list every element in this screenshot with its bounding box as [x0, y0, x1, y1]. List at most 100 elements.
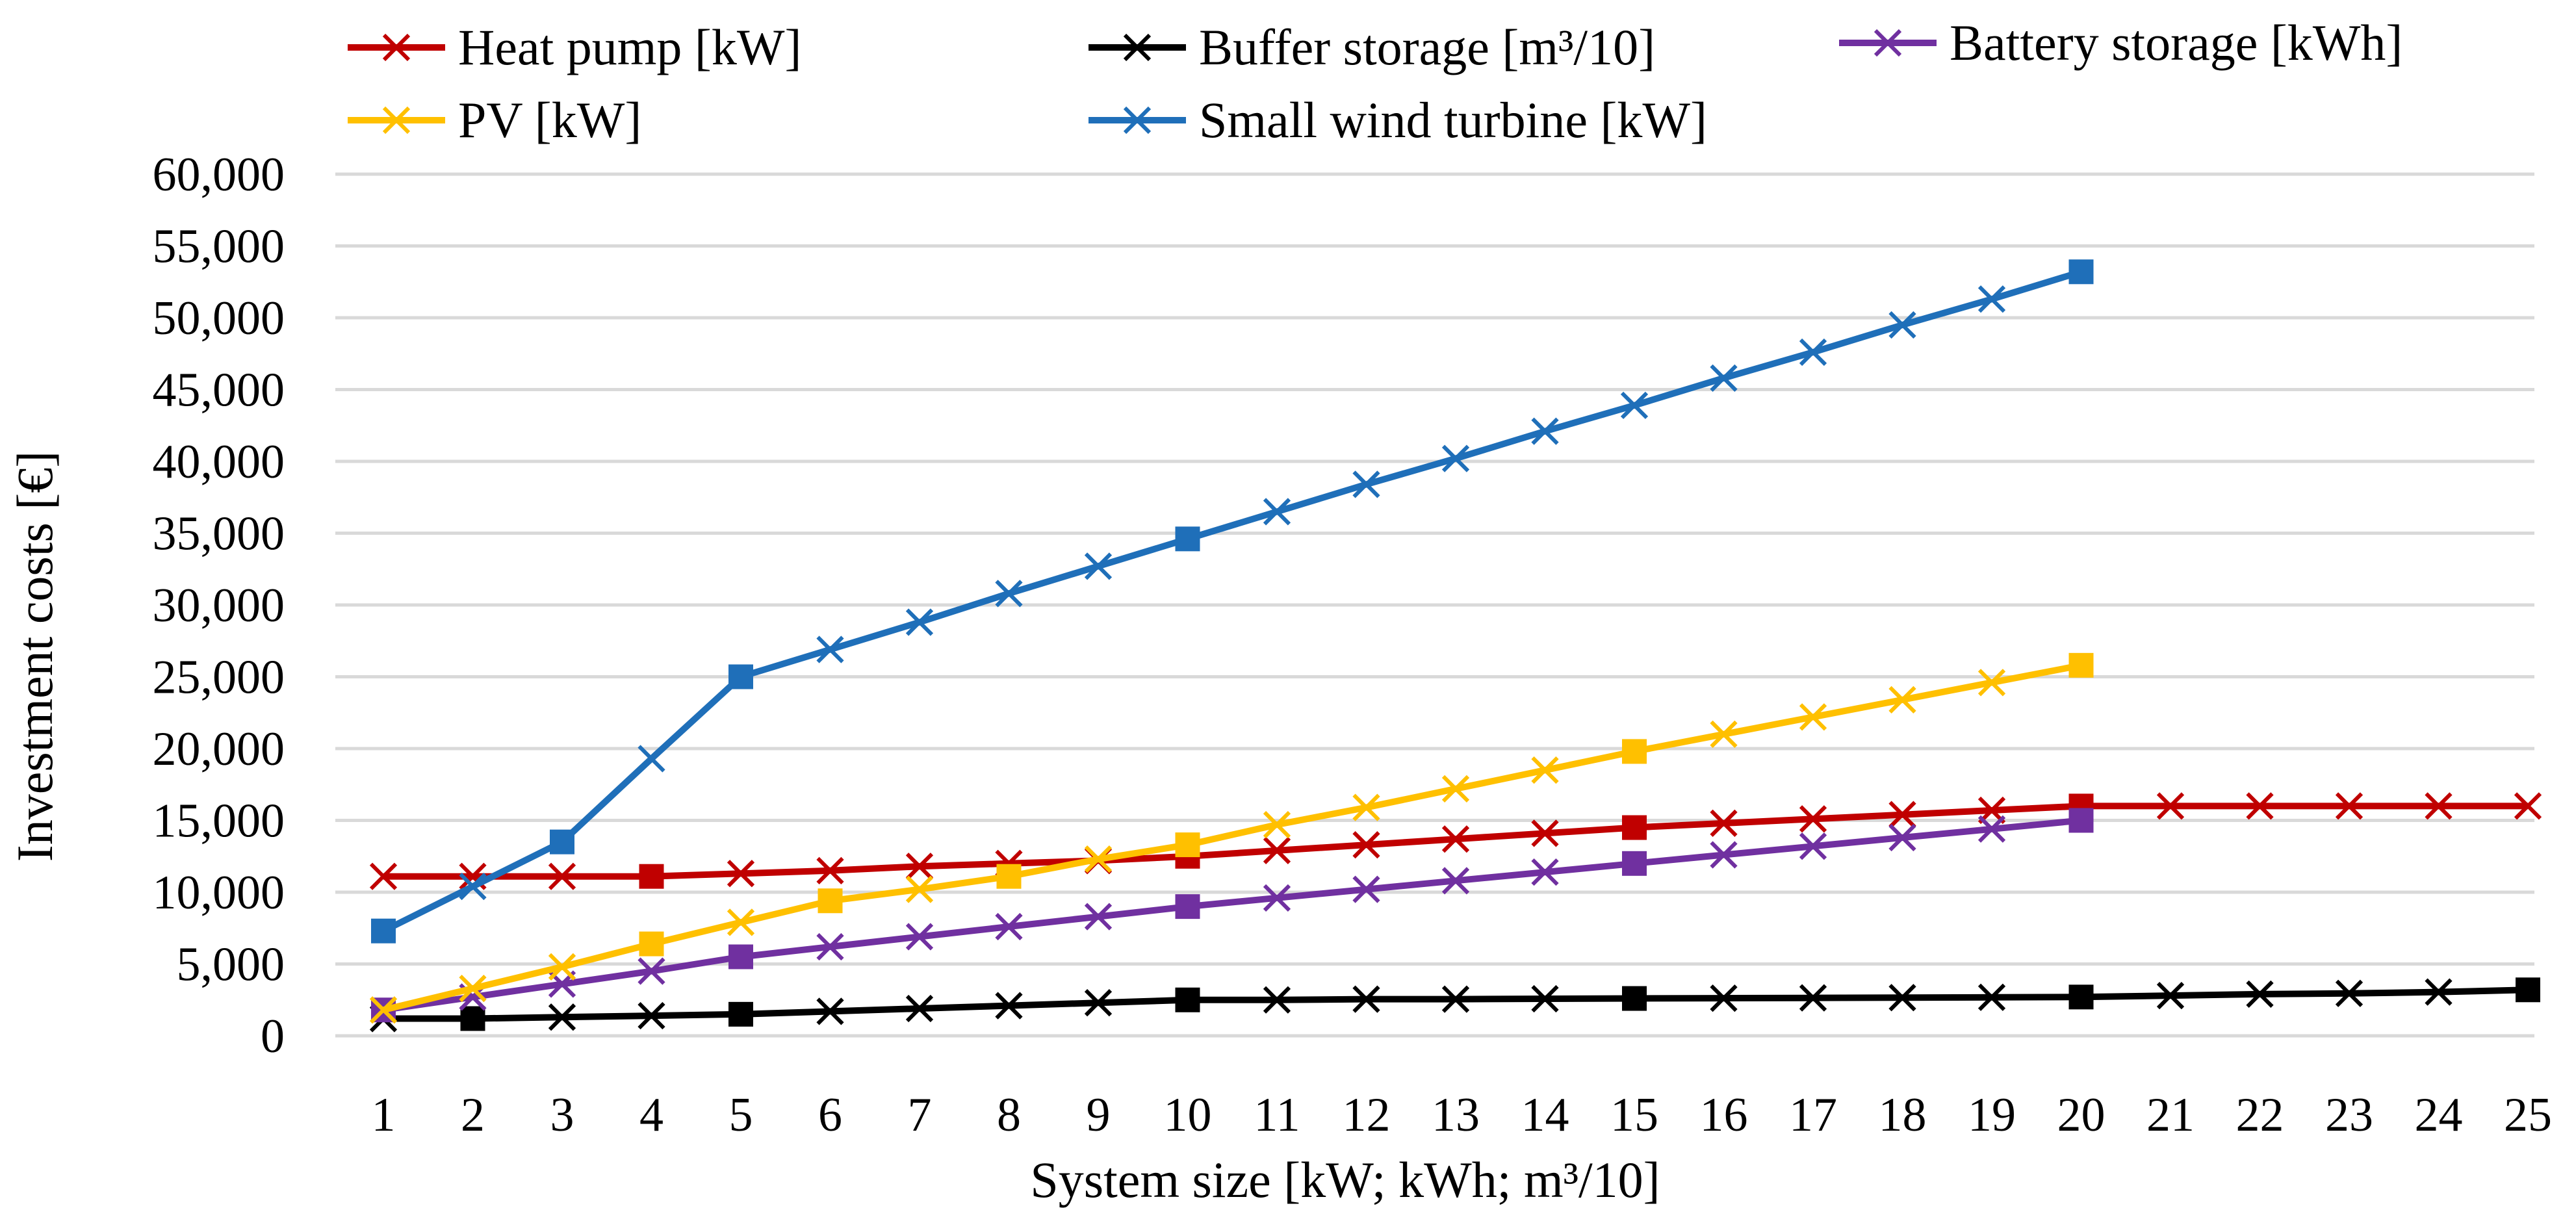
data-point [816, 997, 844, 1025]
data-point [1441, 775, 1470, 803]
data-point [2246, 792, 2274, 820]
data-point [1799, 832, 1827, 860]
x-tick-label: 18 [1879, 1088, 1927, 1142]
data-point [1084, 989, 1113, 1017]
x-tick-label: 11 [1254, 1088, 1300, 1142]
data-point [1888, 984, 1916, 1012]
data-point [1352, 985, 1380, 1013]
data-point [1888, 311, 1916, 339]
data-point [816, 636, 844, 663]
data-point [1622, 986, 1647, 1011]
y-tick-label: 40,000 [153, 435, 285, 489]
data-point [459, 873, 487, 901]
data-point [1888, 801, 1916, 829]
y-tick-label: 35,000 [153, 508, 285, 561]
legend-item-buffer-storage-m-10: Buffer storage [m³/10] [1088, 19, 1655, 75]
x-tick-label: 15 [1610, 1088, 1658, 1142]
data-point [1084, 552, 1113, 580]
data-point [548, 1003, 576, 1031]
legend-label: Small wind turbine [kW] [1199, 92, 1707, 148]
y-tick-label: 45,000 [153, 364, 285, 417]
data-point [1531, 756, 1559, 784]
y-tick-label: 50,000 [153, 292, 285, 345]
legend-marker [1123, 106, 1152, 135]
series-battery-storage-kwh [371, 808, 2094, 1023]
data-point [2068, 259, 2094, 285]
data-point [905, 875, 934, 903]
data-point [728, 944, 753, 970]
data-point [1352, 830, 1380, 859]
data-point [1263, 498, 1291, 526]
x-tick-label: 8 [997, 1088, 1021, 1142]
x-tick-label: 24 [2415, 1088, 2463, 1142]
data-point [1175, 832, 1200, 858]
data-point [905, 994, 934, 1023]
y-tick-label: 15,000 [153, 795, 285, 848]
x-tick-label: 2 [461, 1088, 485, 1142]
data-point [1710, 984, 1738, 1012]
data-point [1977, 983, 2006, 1011]
x-tick-label: 22 [2236, 1088, 2284, 1142]
data-point [369, 862, 398, 890]
data-point [1710, 841, 1738, 869]
series-line [383, 817, 2081, 1014]
data-point [1175, 526, 1200, 552]
data-point [1531, 417, 1559, 445]
y-tick-label: 60,000 [153, 148, 285, 201]
data-point [816, 856, 844, 884]
data-point [2068, 808, 2094, 833]
data-point [1799, 805, 1827, 833]
data-point [1977, 669, 2006, 697]
x-tick-label: 14 [1521, 1088, 1569, 1142]
data-point [550, 829, 574, 855]
legend-marker [1123, 33, 1152, 62]
data-point [1441, 867, 1470, 895]
y-tick-label: 0 [261, 1010, 285, 1063]
series-buffer-storage-m-10 [369, 977, 2540, 1033]
data-point [638, 745, 665, 773]
data-point [1084, 903, 1113, 931]
data-point [996, 864, 1022, 889]
data-point [1352, 470, 1380, 498]
data-point [1531, 984, 1559, 1013]
data-point [1175, 987, 1200, 1012]
legend-label: Battery storage [kWh] [1950, 14, 2402, 71]
x-tick-label: 4 [639, 1088, 663, 1142]
data-point [1175, 894, 1200, 919]
y-tick-label: 30,000 [153, 579, 285, 632]
x-tick-label: 17 [1789, 1088, 1837, 1142]
x-axis-ticks: 1 2 3 4 5 6 7 8 9 10 11 12 13 14 15 16 17 18 19 20 21 22 23 24 2… [372, 1088, 2553, 1142]
data-point [460, 1006, 485, 1031]
x-tick-label: 9 [1087, 1088, 1111, 1142]
y-axis-ticks: 0 5,000 10,000 15,000 20,000 25,000 30,000 35,0… [153, 148, 285, 1063]
data-point [2425, 978, 2453, 1006]
data-point [727, 908, 755, 936]
data-point [1710, 364, 1738, 392]
data-point [1710, 809, 1738, 838]
series-pv-kw [369, 652, 2094, 1024]
data-point [1799, 984, 1827, 1012]
series-line [381, 268, 2082, 934]
data-point [639, 931, 664, 957]
data-point [995, 912, 1023, 941]
data-point [905, 923, 934, 951]
data-point [818, 888, 843, 914]
data-point [1263, 836, 1291, 865]
legend-item-heat-pump-kw: Heat pump [kW] [348, 19, 801, 75]
legend-label: Buffer storage [m³/10] [1199, 19, 1655, 75]
data-point [548, 953, 576, 981]
data-point [905, 853, 934, 880]
series-heat-pump-kw [369, 792, 2542, 890]
data-point [1622, 739, 1647, 764]
data-point [459, 974, 487, 1003]
y-tick-label: 5,000 [177, 938, 285, 992]
series-small-wind-turbine-kw [371, 259, 2094, 944]
x-tick-label: 25 [2504, 1088, 2552, 1142]
x-axis-title: System size [kW; kWh; m³/10] [1030, 1151, 1660, 1208]
legend-marker [382, 106, 411, 135]
data-point [2425, 792, 2453, 820]
x-tick-label: 1 [372, 1088, 396, 1142]
data-point [1352, 875, 1380, 903]
data-point [2335, 979, 2363, 1007]
